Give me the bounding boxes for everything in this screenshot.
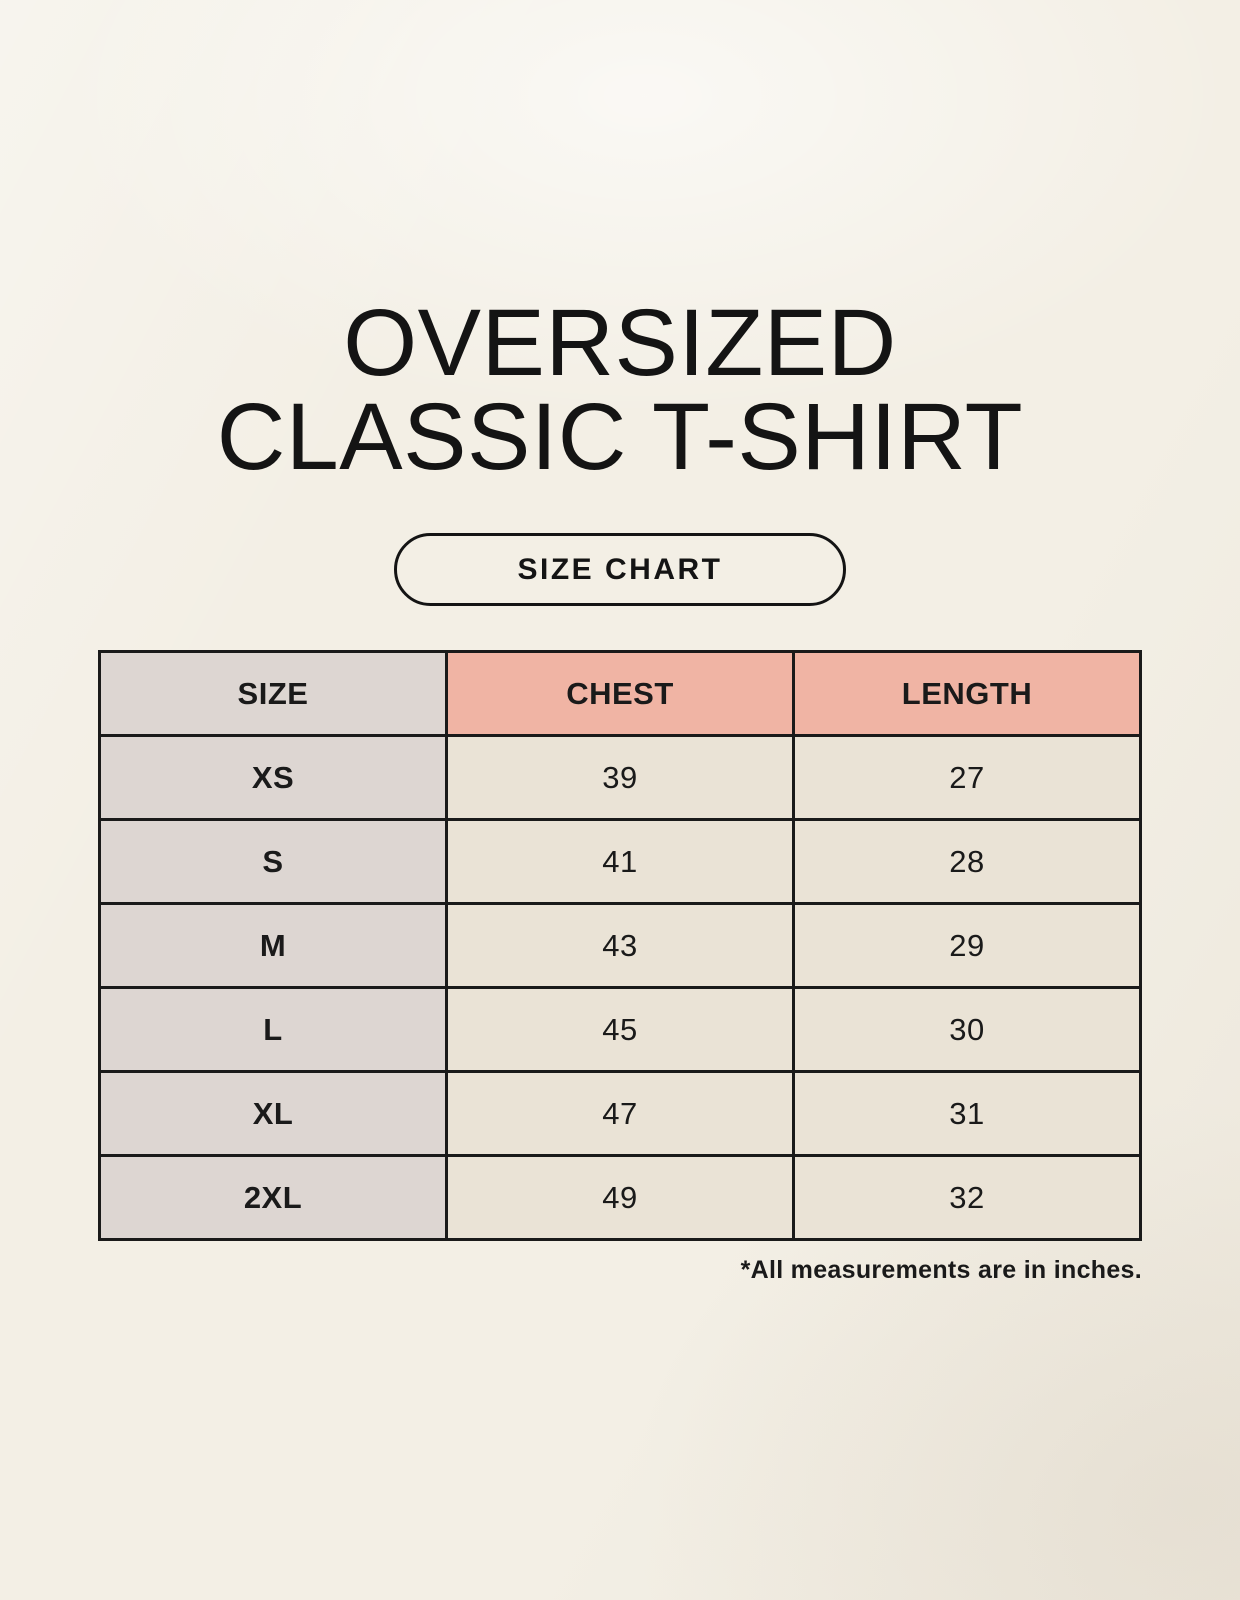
chest-cell: 49	[445, 1154, 795, 1241]
header-cell-size: SIZE	[98, 650, 448, 737]
size-chart-table: SIZE CHEST LENGTH XS 39 27 S 41 28 M	[98, 650, 1142, 1241]
size-chart-button-label: SIZE CHART	[517, 552, 723, 586]
table-row-m: M 43 29	[98, 902, 1142, 989]
table-row-2xl: 2XL 49 32	[98, 1154, 1142, 1241]
chest-cell: 45	[445, 986, 795, 1073]
size-cell: 2XL	[98, 1154, 448, 1241]
measurements-footnote: *All measurements are in inches.	[740, 1256, 1142, 1284]
size-cell: S	[98, 818, 448, 905]
length-cell: 27	[792, 734, 1142, 821]
chest-cell: 43	[445, 902, 795, 989]
product-title-line-2: CLASSIC T-SHIRT	[216, 384, 1024, 490]
product-title-line-1: OVERSIZED	[343, 290, 897, 396]
header-cell-length: LENGTH	[792, 650, 1142, 737]
table-row-xs: XS 39 27	[98, 734, 1142, 821]
header-row: SIZE CHEST LENGTH	[98, 650, 1142, 737]
header-cell-chest: CHEST	[445, 650, 795, 737]
length-cell: 30	[792, 986, 1142, 1073]
chest-cell: 39	[445, 734, 795, 821]
table-row-s: S 41 28	[98, 818, 1142, 905]
table-row-l: L 45 30	[98, 986, 1142, 1073]
chest-cell: 47	[445, 1070, 795, 1157]
table-row-xl: XL 47 31	[98, 1070, 1142, 1157]
chest-cell: 41	[445, 818, 795, 905]
length-cell: 32	[792, 1154, 1142, 1241]
length-cell: 28	[792, 818, 1142, 905]
size-cell: XL	[98, 1070, 448, 1157]
size-cell: XS	[98, 734, 448, 821]
size-cell: M	[98, 902, 448, 989]
size-chart-table-container: SIZE CHEST LENGTH XS 39 27 S 41 28 M	[98, 650, 1142, 1241]
length-cell: 29	[792, 902, 1142, 989]
length-cell: 31	[792, 1070, 1142, 1157]
size-chart-button[interactable]: SIZE CHART	[394, 533, 846, 606]
size-cell: L	[98, 986, 448, 1073]
product-title: OVERSIZED CLASSIC T-SHIRT	[0, 0, 1240, 485]
